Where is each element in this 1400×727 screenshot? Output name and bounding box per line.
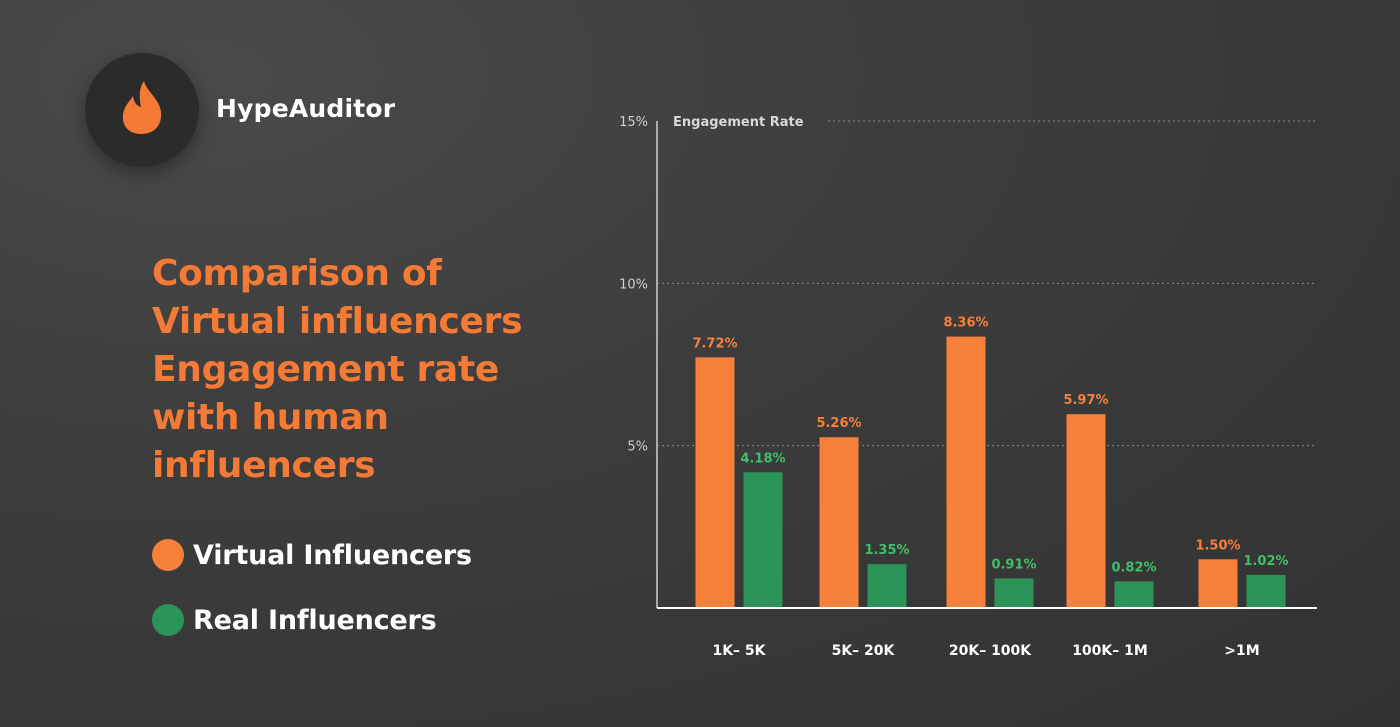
- bar-virtual: [1066, 414, 1106, 608]
- data-label: 1.02%: [1243, 554, 1288, 569]
- data-label: 8.36%: [943, 316, 988, 331]
- bar-virtual: [695, 357, 735, 608]
- bar-real: [994, 578, 1034, 608]
- y-axis-title: Engagement Rate: [673, 115, 804, 130]
- legend-item-virtual: Virtual Influencers: [152, 539, 472, 571]
- chart-headline: Comparison of Virtual influencers Engage…: [152, 253, 523, 486]
- data-label: 1.35%: [864, 543, 909, 558]
- data-label: 0.82%: [1111, 560, 1156, 575]
- data-label: 7.72%: [692, 336, 737, 351]
- x-tick-label: >1M: [1224, 643, 1259, 659]
- bar-real: [867, 564, 907, 608]
- logo-badge: [85, 53, 199, 167]
- legend-item-real: Real Influencers: [152, 604, 437, 636]
- bar-virtual: [1198, 559, 1238, 608]
- data-label: 5.97%: [1063, 393, 1108, 408]
- x-tick-label: 5K– 20K: [832, 643, 896, 659]
- data-label: 5.26%: [816, 416, 861, 431]
- bar-real: [743, 472, 783, 608]
- y-tick-label: 15%: [619, 115, 648, 130]
- data-label: 1.50%: [1195, 538, 1240, 553]
- legend-swatch-virtual: [152, 539, 184, 571]
- y-tick-label: 5%: [627, 440, 648, 455]
- x-tick-label: 100K– 1M: [1072, 643, 1148, 659]
- bar-real: [1114, 581, 1154, 608]
- x-tick-label: 20K– 100K: [949, 643, 1032, 659]
- data-label: 4.18%: [740, 451, 785, 466]
- engagement-bar-chart: 5% 10% 15% Engagement Rate 7.72% 4.18% 1K– 5K 5…: [619, 115, 1317, 659]
- x-tick-label: 1K– 5K: [712, 643, 766, 659]
- data-label: 0.91%: [991, 557, 1036, 572]
- legend-label-real: Real Influencers: [193, 604, 437, 636]
- bar-real: [1246, 574, 1286, 608]
- legend-label-virtual: Virtual Influencers: [193, 539, 472, 571]
- bar-virtual: [819, 437, 859, 608]
- y-tick-label: 10%: [619, 277, 648, 292]
- brand-name: HypeAuditor: [216, 94, 396, 123]
- flame-icon: [122, 81, 162, 134]
- bar-virtual: [946, 336, 986, 608]
- legend-swatch-real: [152, 604, 184, 636]
